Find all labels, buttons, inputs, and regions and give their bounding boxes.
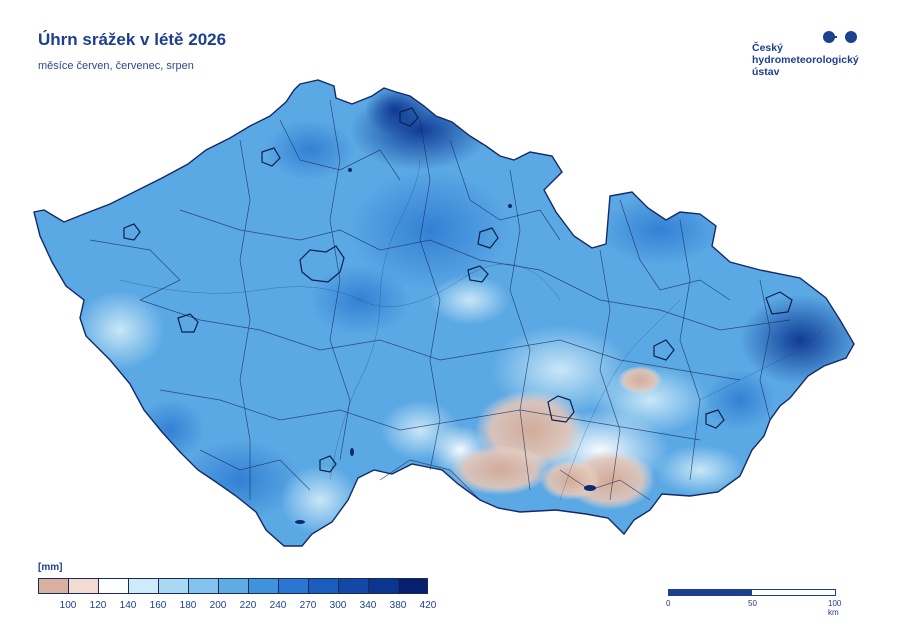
legend-tick-label: 380 <box>389 600 407 611</box>
city-brno <box>547 395 575 423</box>
city-plzen <box>177 313 199 333</box>
reservoir-lipno <box>295 520 305 524</box>
water-bodies <box>295 168 596 524</box>
legend-swatch <box>38 578 68 594</box>
legend-swatch <box>308 578 338 594</box>
city-olomouc <box>653 339 675 361</box>
logo-line: hydrometeorologický <box>752 54 859 66</box>
city-praha <box>299 245 345 283</box>
city-karlovy-vary <box>123 223 141 241</box>
legend-tick-label: 340 <box>359 600 377 611</box>
city-ostrava <box>765 291 793 315</box>
reservoir-dyje <box>584 485 596 491</box>
legend-swatch <box>338 578 368 594</box>
map-title: Úhrn srážek v létě 2026 <box>38 30 227 49</box>
city-usti <box>261 147 281 167</box>
legend-tick-label: 100 <box>59 600 77 611</box>
scale-bar <box>668 589 836 596</box>
scale-label: 50 <box>748 599 757 608</box>
legend-swatch <box>278 578 308 594</box>
legend-swatch <box>68 578 98 594</box>
reservoir-orlik <box>350 448 354 456</box>
color-legend <box>38 578 428 594</box>
reservoir-slapy <box>508 204 512 208</box>
legend-swatch <box>398 578 428 594</box>
map-subtitle: měsíce červen, červenec, srpen <box>38 60 194 72</box>
legend-tick-label: 200 <box>209 600 227 611</box>
city-liberec <box>399 107 419 127</box>
legend-tick-label: 160 <box>149 600 167 611</box>
legend-ticks: 100 120 140 160 180 200 220 240 270 300 340 380 420 <box>38 600 458 614</box>
chmi-logo-text: Český hydrometeorologický ústav <box>752 42 859 78</box>
reservoir-nechranice <box>348 168 352 172</box>
legend-tick-label: 270 <box>299 600 317 611</box>
logo-line: ústav <box>752 66 780 78</box>
city-hradec <box>477 227 499 249</box>
scale-bar-segment <box>669 590 752 595</box>
country-border <box>33 79 855 547</box>
scale-labels: 0 50 100 km <box>666 599 848 617</box>
legend-tick-label: 140 <box>119 600 137 611</box>
legend-unit: [mm] <box>38 562 63 573</box>
logo-line: Český <box>752 42 783 54</box>
legend-swatch <box>188 578 218 594</box>
city-zlin <box>705 409 725 429</box>
legend-swatch <box>158 578 188 594</box>
city-pardubice <box>467 265 489 283</box>
city-budejovice <box>319 455 337 473</box>
chmi-logo-icon <box>823 31 857 43</box>
legend-swatch <box>128 578 158 594</box>
legend-tick-label: 120 <box>89 600 107 611</box>
legend-tick-label: 300 <box>329 600 347 611</box>
legend-tick-label: 240 <box>269 600 287 611</box>
city-outlines <box>123 107 793 473</box>
district-borders <box>89 99 791 501</box>
scale-bar-segment <box>752 590 835 595</box>
scale-label: 0 <box>666 599 671 608</box>
scale-label: 100 km <box>828 599 842 617</box>
legend-tick-label: 220 <box>239 600 257 611</box>
legend-swatch <box>98 578 128 594</box>
legend-swatch <box>218 578 248 594</box>
rivers <box>119 159 821 501</box>
legend-tick-label: 420 <box>419 600 437 611</box>
legend-swatch <box>248 578 278 594</box>
legend-tick-label: 180 <box>179 600 197 611</box>
legend-swatch <box>368 578 398 594</box>
